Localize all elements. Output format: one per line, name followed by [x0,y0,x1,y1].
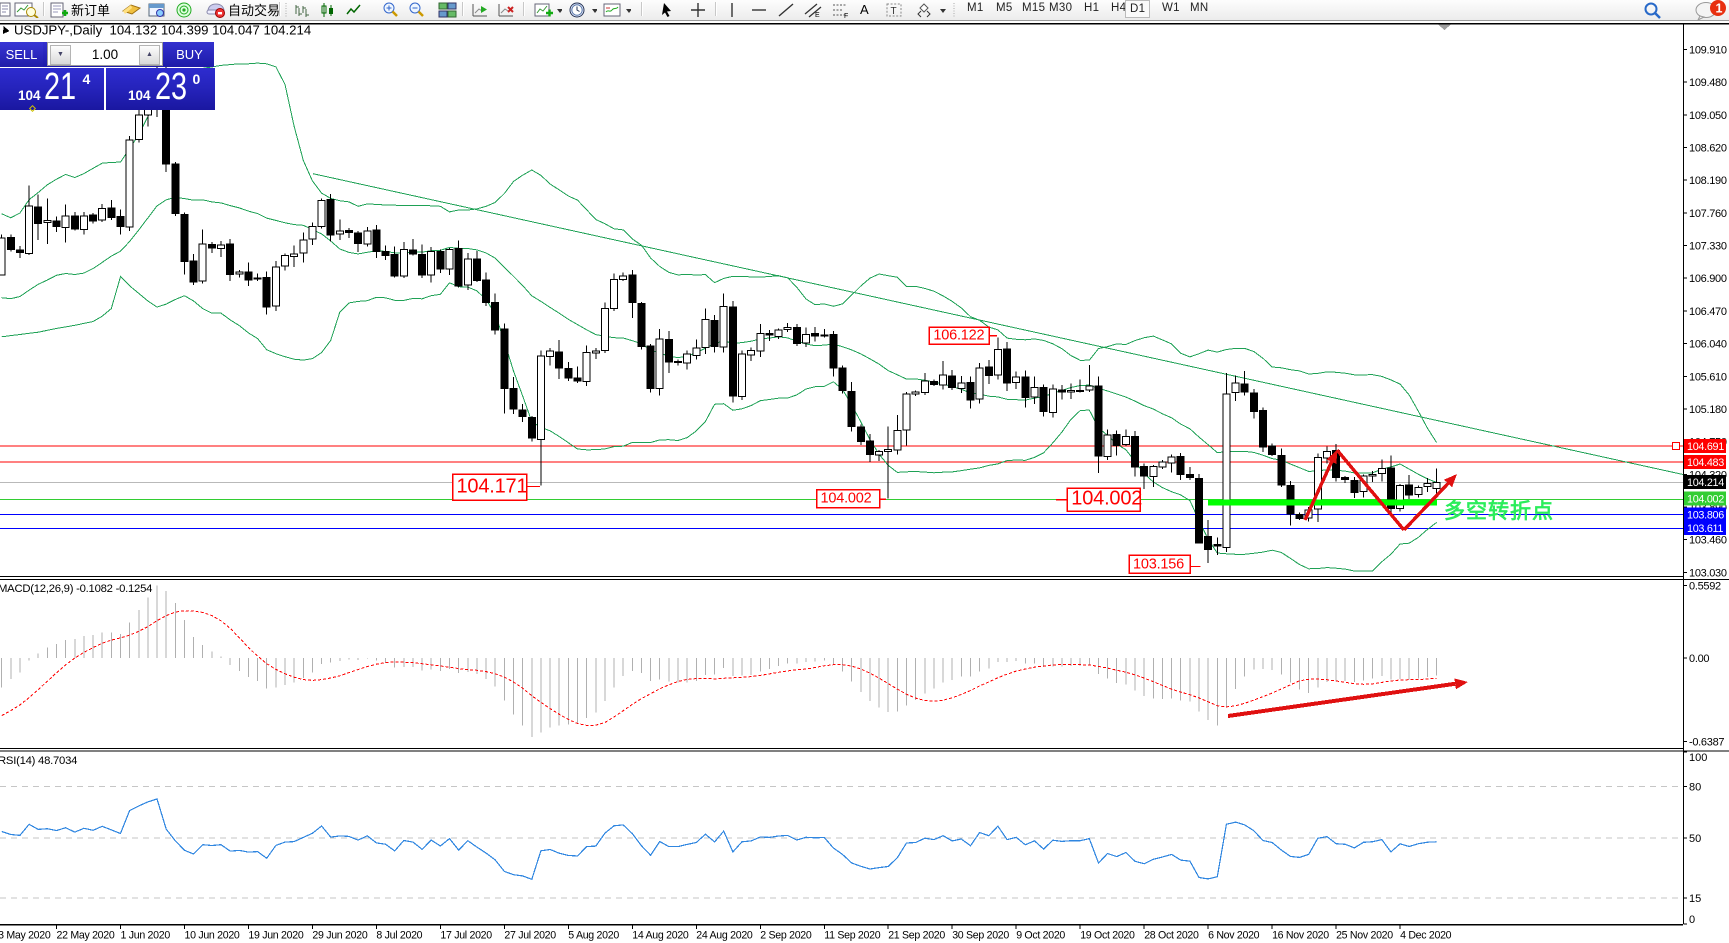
svg-text:106.122: 106.122 [933,328,984,344]
svg-text:105.610: 105.610 [1689,371,1727,383]
svg-text:1: 1 [1716,2,1723,16]
svg-text:16 Nov 2020: 16 Nov 2020 [1272,930,1329,942]
svg-text:103.806: 103.806 [1687,509,1724,521]
svg-text:50: 50 [1689,833,1701,845]
svg-text:104.002: 104.002 [1071,488,1142,510]
svg-text:25 Nov 2020: 25 Nov 2020 [1336,930,1393,942]
svg-text:0.5592: 0.5592 [1689,580,1721,592]
svg-text:104.691: 104.691 [1687,441,1724,453]
svg-text:104.483: 104.483 [1687,457,1724,469]
svg-text:15: 15 [1689,893,1701,905]
svg-text:10 Jun 2020: 10 Jun 2020 [185,930,240,942]
svg-text:107.330: 107.330 [1689,241,1727,253]
svg-text:13 May 2020: 13 May 2020 [0,930,51,942]
svg-text:109.910: 109.910 [1689,44,1727,56]
svg-text:100: 100 [1689,752,1707,764]
svg-text:19 Oct 2020: 19 Oct 2020 [1080,930,1135,942]
svg-text:4 Dec 2020: 4 Dec 2020 [1400,930,1452,942]
svg-text:103.460: 103.460 [1689,535,1727,547]
svg-text:29 Jun 2020: 29 Jun 2020 [312,930,367,942]
svg-text:0: 0 [1689,914,1695,926]
svg-text:19 Jun 2020: 19 Jun 2020 [248,930,303,942]
svg-text:USDJPY-,Daily 104.132 104.399: USDJPY-,Daily 104.132 104.399 104.047 10… [14,23,311,38]
svg-text:E: E [815,12,820,18]
svg-text:28 Oct 2020: 28 Oct 2020 [1144,930,1199,942]
svg-text:5 Aug 2020: 5 Aug 2020 [568,930,619,942]
svg-text:109.050: 109.050 [1689,110,1727,122]
svg-text:9 Oct 2020: 9 Oct 2020 [1016,930,1065,942]
svg-text:0.00: 0.00 [1689,653,1709,665]
svg-text:80: 80 [1689,781,1701,793]
svg-text:22 May 2020: 22 May 2020 [57,930,115,942]
svg-text:106.040: 106.040 [1689,339,1727,351]
svg-text:T: T [891,6,897,17]
svg-text:104.171: 104.171 [457,476,528,498]
svg-text:106.900: 106.900 [1689,273,1727,285]
svg-text:8 Jul 2020: 8 Jul 2020 [376,930,422,942]
svg-text:11 Sep 2020: 11 Sep 2020 [824,930,880,942]
svg-text:104.002: 104.002 [821,491,872,507]
svg-text:105.180: 105.180 [1689,404,1727,416]
svg-text:2 Sep 2020: 2 Sep 2020 [760,930,812,942]
svg-text:103.611: 103.611 [1687,523,1723,535]
svg-text:-0.6387: -0.6387 [1689,737,1724,749]
svg-text:108.190: 108.190 [1689,175,1727,187]
svg-text:107.760: 107.760 [1689,208,1727,220]
svg-text:MACD(12,26,9) -0.1082 -0.1254: MACD(12,26,9) -0.1082 -0.1254 [0,583,152,595]
svg-text:21 Sep 2020: 21 Sep 2020 [888,930,945,942]
svg-text:多空转折点: 多空转折点 [1444,499,1554,523]
svg-text:17 Jul 2020: 17 Jul 2020 [440,930,492,942]
svg-text:109.480: 109.480 [1689,77,1727,89]
svg-text:104.002: 104.002 [1687,493,1724,505]
svg-text:104.214: 104.214 [1687,477,1724,489]
svg-text:106.470: 106.470 [1689,306,1727,318]
svg-text:103.156: 103.156 [1133,556,1184,572]
svg-text:14 Aug 2020: 14 Aug 2020 [632,930,689,942]
svg-text:108.620: 108.620 [1689,143,1727,155]
svg-text:24 Aug 2020: 24 Aug 2020 [696,930,753,942]
svg-text:30 Sep 2020: 30 Sep 2020 [952,930,1009,942]
svg-text:6 Nov 2020: 6 Nov 2020 [1208,930,1260,942]
svg-text:1 Jun 2020: 1 Jun 2020 [121,930,171,942]
svg-text:103.030: 103.030 [1689,567,1727,579]
svg-text:F: F [844,13,848,18]
svg-text:27 Jul 2020: 27 Jul 2020 [504,930,556,942]
svg-text:RSI(14) 48.7034: RSI(14) 48.7034 [0,755,77,767]
